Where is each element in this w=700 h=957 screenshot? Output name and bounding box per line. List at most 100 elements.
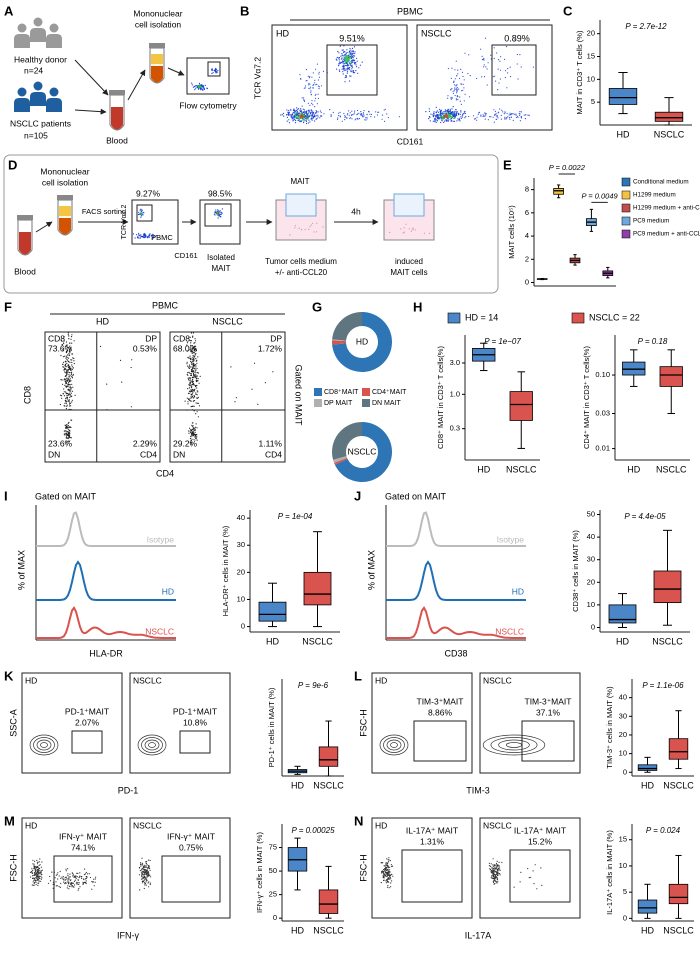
event-dot: [67, 434, 68, 435]
event-dot: [143, 871, 144, 872]
event-dot: [139, 235, 140, 236]
event-dot: [511, 117, 512, 118]
contour: [499, 740, 530, 750]
event-dot: [303, 99, 304, 100]
event-dot: [69, 369, 70, 370]
event-dot: [144, 872, 145, 873]
event-dot: [95, 882, 96, 883]
event-dot: [192, 422, 193, 423]
event-dot: [67, 881, 68, 882]
event-dot: [519, 113, 520, 114]
event-dot: [387, 887, 388, 888]
event-dot: [63, 362, 64, 363]
event-dot: [79, 876, 80, 877]
event-dot: [77, 882, 78, 883]
event-dot: [86, 876, 87, 877]
person-icon: [46, 98, 62, 112]
tube-cap: [57, 195, 73, 200]
event-dot: [283, 116, 284, 117]
event-dot: [70, 420, 71, 421]
event-dot: [67, 397, 68, 398]
event-dot: [141, 875, 142, 876]
event-dot: [193, 429, 194, 430]
panel-letter: G: [312, 299, 322, 314]
event-dot: [505, 70, 506, 71]
event-dot: [146, 877, 147, 878]
event-dot: [385, 871, 386, 872]
event-dot: [305, 118, 306, 119]
event-dot: [363, 112, 364, 113]
event-dot: [494, 869, 495, 870]
event-dot: [63, 393, 64, 394]
label: IFN-γ⁺ MAIT: [59, 831, 107, 841]
event-dot: [66, 401, 67, 402]
event-dot: [195, 377, 196, 378]
event-dot: [60, 887, 61, 888]
event-dot: [60, 878, 61, 879]
event-dot: [449, 112, 450, 113]
connector: [168, 68, 184, 75]
event-dot: [195, 375, 196, 376]
event-dot: [350, 112, 351, 113]
event-dot: [189, 399, 190, 400]
label: CD8: [48, 333, 65, 343]
event-dot: [302, 106, 303, 107]
event-dot: [505, 112, 506, 113]
event-dot: [412, 229, 413, 230]
contour: [391, 743, 398, 748]
event-dot: [388, 878, 389, 879]
event-dot: [195, 85, 196, 86]
event-dot: [499, 862, 500, 863]
event-dot: [308, 88, 309, 89]
event-dot: [465, 116, 466, 117]
event-dot: [345, 65, 346, 66]
event-dot: [496, 882, 497, 883]
event-dot: [144, 867, 145, 868]
event-dot: [315, 95, 316, 96]
event-dot: [317, 116, 318, 117]
event-dot: [485, 119, 486, 120]
label: PD-1⁺MAIT: [173, 706, 217, 716]
event-dot: [495, 81, 496, 82]
event-dot: [435, 116, 436, 117]
event-dot: [144, 880, 145, 881]
event-dot: [198, 378, 199, 379]
event-dot: [71, 376, 72, 377]
event-dot: [464, 79, 465, 80]
event-dot: [346, 61, 347, 62]
event-dot: [70, 884, 71, 885]
event-dot: [355, 119, 356, 120]
event-dot: [48, 883, 49, 884]
label: 37.1%: [536, 707, 561, 717]
box: [655, 112, 683, 121]
legend-swatch: [448, 313, 460, 323]
event-dot: [295, 122, 296, 123]
label: 29.2%: [173, 438, 198, 448]
connector: [75, 60, 108, 95]
event-dot: [141, 215, 142, 216]
x-axis-label: IFN-γ: [117, 930, 139, 940]
event-dot: [71, 374, 72, 375]
y-axis-label: IFN-γ⁺ cells in MAIT (%): [255, 832, 264, 913]
event-dot: [351, 57, 352, 58]
event-dot: [193, 374, 194, 375]
legend-swatch: [362, 388, 370, 396]
event-dot: [447, 110, 448, 111]
event-dot: [375, 111, 376, 112]
event-dot: [480, 116, 481, 117]
event-dot: [447, 95, 448, 96]
event-dot: [387, 865, 388, 866]
event-dot: [456, 91, 457, 92]
event-dot: [494, 122, 495, 123]
event-dot: [193, 390, 194, 391]
label: HD: [162, 586, 174, 596]
event-dot: [382, 862, 383, 863]
event-dot: [519, 111, 520, 112]
x-axis-label: CD161: [397, 136, 424, 146]
event-dot: [295, 117, 296, 118]
event-dot: [191, 366, 192, 367]
event-dot: [458, 119, 459, 120]
event-dot: [460, 111, 461, 112]
flow-plot: [22, 673, 122, 773]
event-dot: [299, 74, 300, 75]
